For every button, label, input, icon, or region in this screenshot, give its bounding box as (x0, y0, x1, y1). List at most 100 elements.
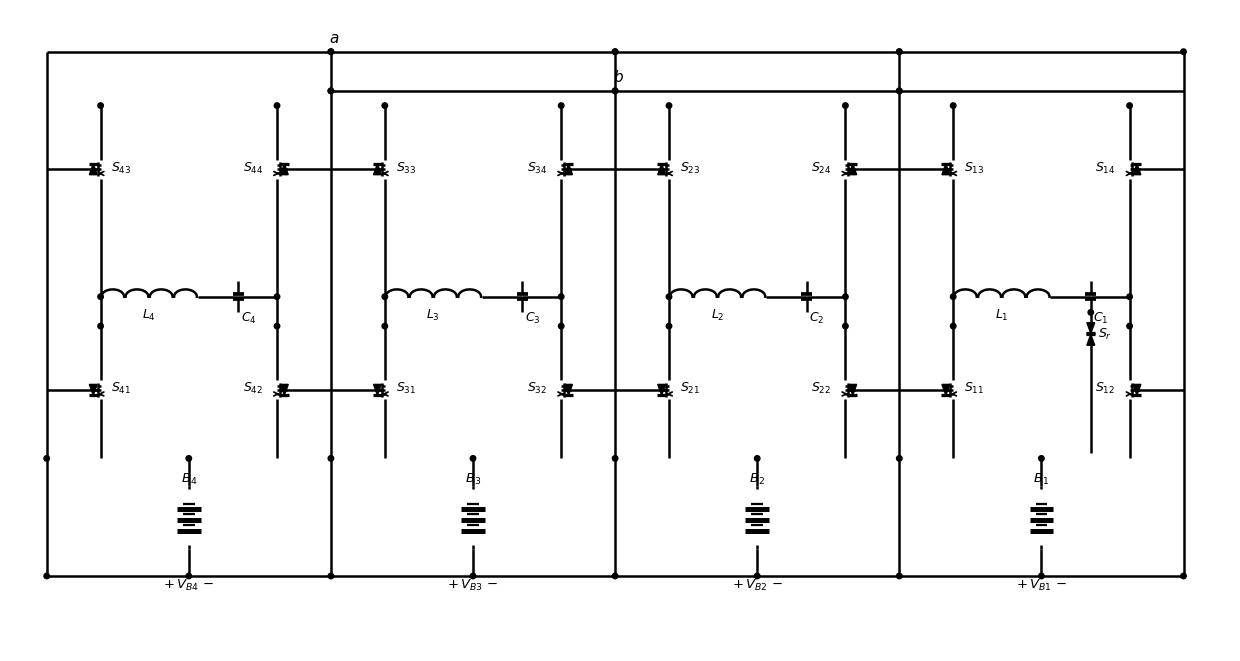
Text: b: b (614, 70, 622, 85)
Polygon shape (849, 385, 857, 395)
Circle shape (274, 294, 280, 299)
Circle shape (1180, 573, 1187, 579)
Circle shape (843, 294, 848, 299)
Polygon shape (373, 164, 382, 175)
Circle shape (897, 573, 901, 579)
Text: $S_r$: $S_r$ (1097, 327, 1111, 342)
Polygon shape (1133, 164, 1141, 175)
Polygon shape (657, 385, 666, 395)
Circle shape (666, 103, 672, 108)
Text: $S_{21}$: $S_{21}$ (680, 381, 701, 397)
Text: $S_{32}$: $S_{32}$ (527, 381, 547, 397)
Circle shape (843, 103, 848, 108)
Text: $L_{3}$: $L_{3}$ (427, 308, 440, 323)
Polygon shape (1087, 323, 1095, 333)
Circle shape (43, 573, 50, 579)
Text: $B_{1}$: $B_{1}$ (1033, 471, 1049, 486)
Polygon shape (657, 164, 666, 175)
Text: $S_{41}$: $S_{41}$ (112, 381, 131, 397)
Circle shape (186, 455, 191, 461)
Text: $S_{43}$: $S_{43}$ (112, 161, 131, 176)
Circle shape (329, 573, 334, 579)
Text: $L_{1}$: $L_{1}$ (994, 308, 1008, 323)
Circle shape (329, 49, 334, 54)
Circle shape (329, 455, 334, 461)
Text: $+\,V_{B1}\,-$: $+\,V_{B1}\,-$ (1016, 578, 1068, 594)
Circle shape (1127, 323, 1132, 329)
Circle shape (613, 88, 618, 94)
Circle shape (558, 103, 564, 108)
Text: $L_{4}$: $L_{4}$ (143, 308, 156, 323)
Circle shape (897, 49, 901, 54)
Polygon shape (849, 164, 857, 175)
Circle shape (754, 573, 760, 579)
Polygon shape (942, 164, 950, 175)
Circle shape (98, 103, 103, 108)
Polygon shape (280, 385, 288, 395)
Text: $S_{14}$: $S_{14}$ (1095, 161, 1116, 176)
Circle shape (558, 294, 564, 299)
Text: $S_{22}$: $S_{22}$ (811, 381, 831, 397)
Polygon shape (89, 385, 97, 395)
Circle shape (1087, 309, 1094, 315)
Text: $S_{11}$: $S_{11}$ (963, 381, 985, 397)
Circle shape (1127, 103, 1132, 108)
Circle shape (613, 88, 618, 94)
Text: $C_{4}$: $C_{4}$ (241, 311, 257, 326)
Text: $B_{2}$: $B_{2}$ (749, 471, 765, 486)
Circle shape (950, 323, 956, 329)
Circle shape (1127, 294, 1132, 299)
Text: $S_{12}$: $S_{12}$ (1095, 381, 1116, 397)
Circle shape (98, 294, 103, 299)
Text: $S_{24}$: $S_{24}$ (811, 161, 832, 176)
Circle shape (1039, 573, 1044, 579)
Circle shape (897, 455, 901, 461)
Text: a: a (329, 31, 339, 46)
Circle shape (382, 103, 388, 108)
Text: $S_{23}$: $S_{23}$ (680, 161, 701, 176)
Circle shape (274, 103, 280, 108)
Text: $C_{1}$: $C_{1}$ (1094, 311, 1109, 326)
Circle shape (1039, 455, 1044, 461)
Text: $S_{33}$: $S_{33}$ (396, 161, 415, 176)
Circle shape (666, 323, 672, 329)
Text: $+\,V_{B3}\,-$: $+\,V_{B3}\,-$ (448, 578, 498, 594)
Polygon shape (564, 164, 573, 175)
Circle shape (897, 88, 901, 94)
Polygon shape (564, 385, 573, 395)
Polygon shape (89, 164, 97, 175)
Circle shape (950, 294, 956, 299)
Text: $S_{31}$: $S_{31}$ (396, 381, 415, 397)
Text: $S_{42}$: $S_{42}$ (243, 381, 263, 397)
Circle shape (950, 103, 956, 108)
Circle shape (754, 455, 760, 461)
Circle shape (613, 49, 618, 54)
Text: $S_{13}$: $S_{13}$ (963, 161, 985, 176)
Circle shape (382, 323, 388, 329)
Polygon shape (1087, 334, 1095, 345)
Text: $L_{2}$: $L_{2}$ (711, 308, 724, 323)
Text: $+\,V_{B2}\,-$: $+\,V_{B2}\,-$ (732, 578, 782, 594)
Circle shape (382, 294, 388, 299)
Circle shape (470, 573, 476, 579)
Circle shape (558, 323, 564, 329)
Circle shape (666, 294, 672, 299)
Text: $C_{3}$: $C_{3}$ (525, 311, 541, 326)
Circle shape (843, 323, 848, 329)
Circle shape (43, 455, 50, 461)
Circle shape (897, 49, 901, 54)
Circle shape (98, 323, 103, 329)
Text: $B_{3}$: $B_{3}$ (465, 471, 481, 486)
Polygon shape (942, 385, 950, 395)
Circle shape (897, 88, 901, 94)
Polygon shape (1133, 385, 1141, 395)
Circle shape (329, 88, 334, 94)
Text: $S_{34}$: $S_{34}$ (527, 161, 547, 176)
Circle shape (329, 88, 334, 94)
Circle shape (613, 49, 618, 54)
Text: $C_{2}$: $C_{2}$ (808, 311, 825, 326)
Polygon shape (373, 385, 382, 395)
Text: $S_{44}$: $S_{44}$ (243, 161, 263, 176)
Circle shape (1180, 49, 1187, 54)
Polygon shape (280, 164, 288, 175)
